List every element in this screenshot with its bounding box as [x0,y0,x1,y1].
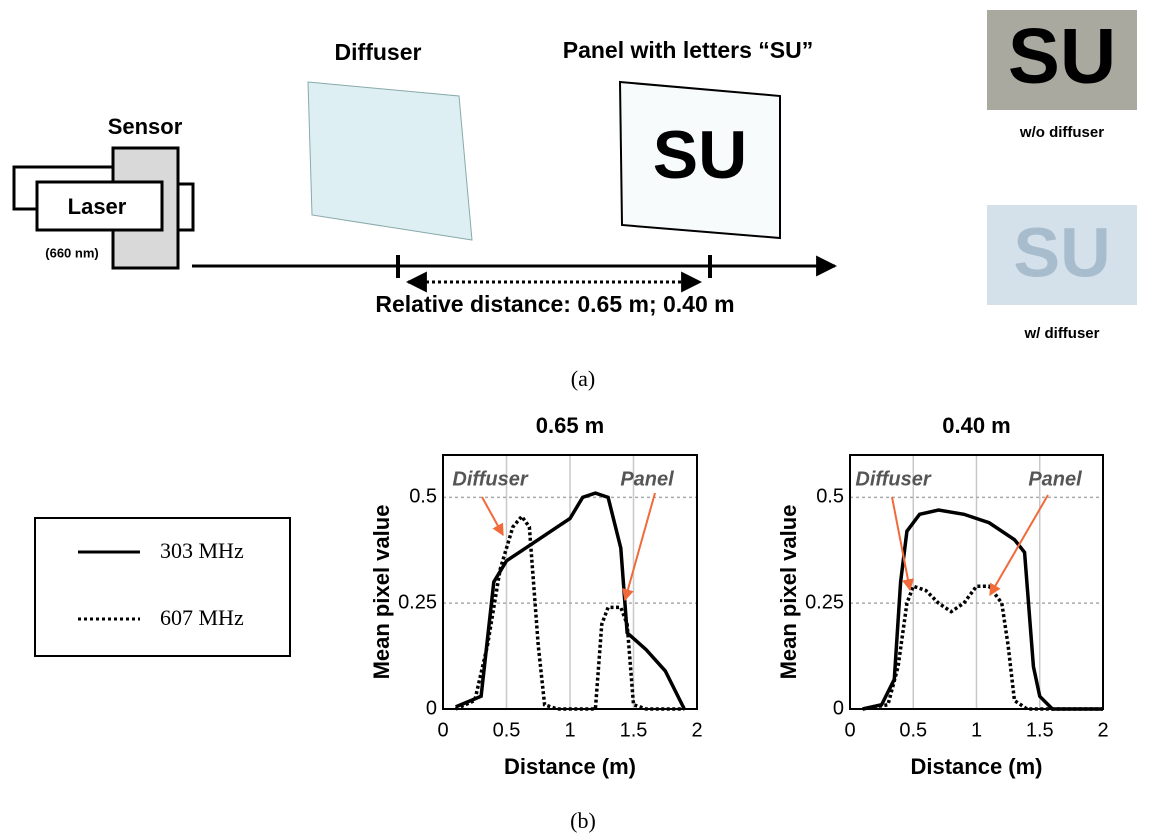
photo-caption: w/ diffuser [1023,325,1099,342]
diagram: Sensor Laser (660 nm) Relative distance:… [12,10,1137,833]
diffuser-plate [307,81,473,241]
panel-plate [618,80,781,240]
annotation-arrow [891,496,914,592]
y-tick-label: 0.25 [805,591,844,613]
x-tick-label: 1.5 [620,719,648,741]
sensor-side [176,182,195,232]
chart-title: 0.65 m [536,413,605,438]
distance-label: Relative distance: 0.65 m; 0.40 m [375,291,734,317]
annotation-arrow [989,494,1049,597]
x-tick-label: 0.5 [899,719,927,741]
y-tick-label: 0.5 [816,486,844,508]
annotation: Panel [1028,468,1082,490]
x-tick-label: 1.5 [1026,719,1054,741]
laser-label: Laser [68,194,127,219]
laser-box [35,180,164,232]
legend-label: 607 MHz [160,605,244,630]
x-tick-label: 0.5 [493,719,521,741]
y-axis-label: Mean pixel value [776,505,801,680]
y-tick-label: 0 [833,697,844,719]
legend: 303 MHz 607 MHz [34,517,291,657]
caption: (a) [571,366,595,391]
annotation: Diffuser [452,468,528,490]
y-tick-label: 0.25 [398,591,437,613]
legend-label: 303 MHz [160,538,244,563]
x-axis-label: Distance (m) [910,754,1042,779]
x-tick-label: 2 [1097,719,1108,741]
diffuser-label: Diffuser [335,39,422,65]
photo-letters: SU [1008,12,1116,100]
photo-caption: w/o diffuser [1019,124,1104,141]
photo-with [987,205,1137,305]
data-line [862,508,1103,711]
x-tick-label: 0 [844,719,855,741]
plot-frame [849,454,1104,710]
photo-without [987,10,1137,110]
panel-label: Panel with letters “SU” [563,37,814,63]
wavelength-label: (660 nm) [45,245,98,260]
annotation: Diffuser [855,468,931,490]
x-tick-label: 1 [564,719,575,741]
y-tick-label: 0 [426,697,437,719]
annotation: Panel [620,468,674,490]
caption: (b) [570,808,596,833]
x-tick-label: 0 [437,719,448,741]
sensor-label: Sensor [108,114,183,139]
x-axis-label: Distance (m) [504,754,636,779]
annotation-arrow [622,492,656,602]
annotation-arrow [481,496,504,537]
y-tick-label: 0.5 [409,486,437,508]
x-tick-label: 2 [691,719,702,741]
x-tick-label: 1 [971,719,982,741]
legend-box [34,517,291,657]
chart-title: 0.40 m [942,413,1011,438]
panel-letters: SU [653,117,747,193]
y-axis-label: Mean pixel value [369,505,394,680]
photo-letters: SU [1013,213,1110,291]
